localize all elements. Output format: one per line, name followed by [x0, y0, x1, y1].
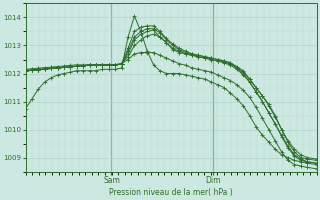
- X-axis label: Pression niveau de la mer( hPa ): Pression niveau de la mer( hPa ): [109, 188, 233, 197]
